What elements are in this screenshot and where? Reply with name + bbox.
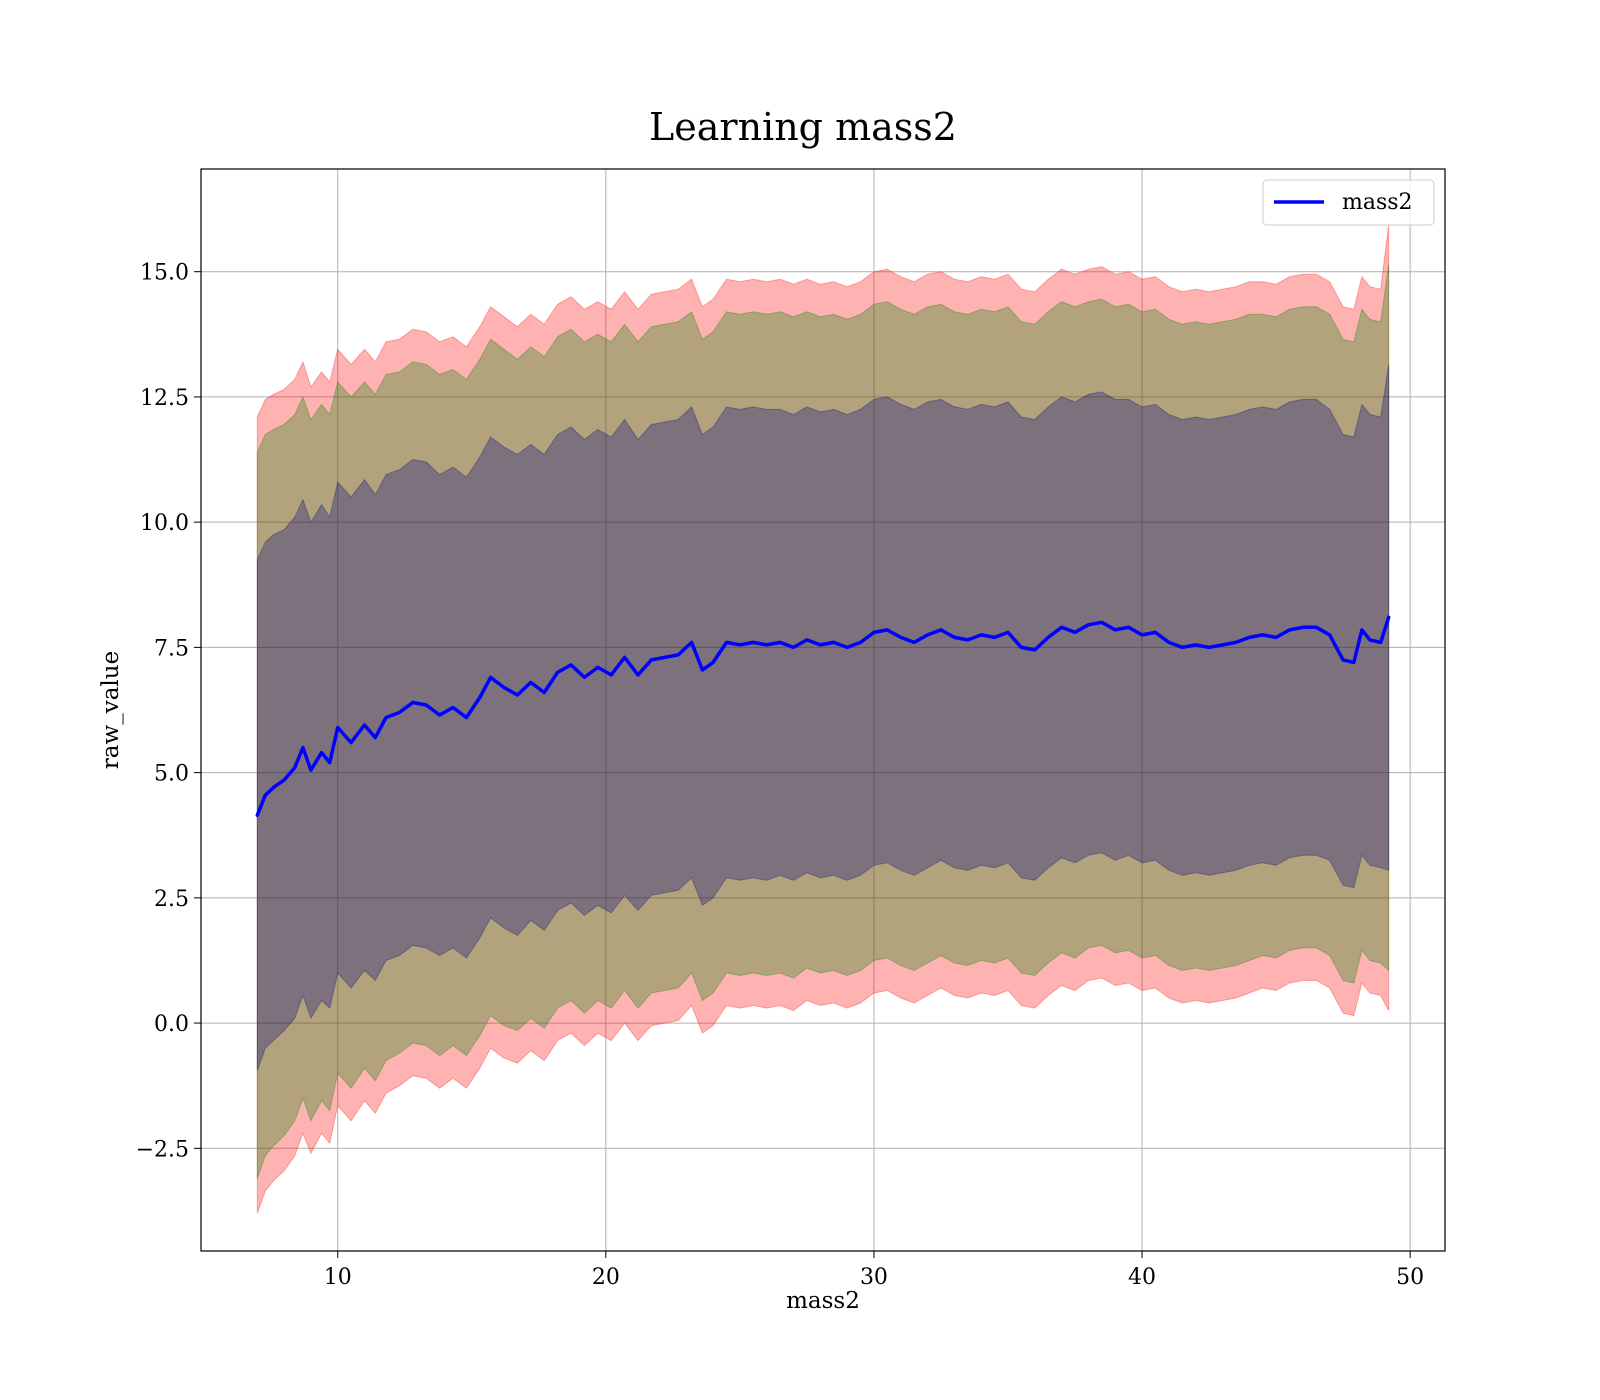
chart-title: Learning mass2: [649, 105, 957, 149]
legend: mass2: [1262, 179, 1435, 226]
y-tick-label-0: −2.5: [136, 1137, 189, 1162]
plot-frame: [200, 168, 1446, 1252]
band-1sigma: [256, 364, 1390, 1071]
confidence-bands: [256, 224, 1390, 1214]
x-axis-ticks: 10 20 30 40 50: [324, 1251, 1424, 1290]
x-axis-label: mass2: [786, 1288, 860, 1314]
legend-label-mass2: mass2: [1342, 190, 1413, 215]
y-axis-ticks: −2.5 0.0 2.5 5.0 7.5 10.0 12.5 15.0: [136, 261, 201, 1162]
y-tick-label-5: 10.0: [140, 511, 189, 536]
y-axis-label: raw_value: [98, 651, 124, 769]
y-tick-label-1: 0.0: [154, 1012, 189, 1037]
y-tick-label-4: 7.5: [154, 636, 189, 661]
series-lines: [255, 615, 1391, 817]
x-tick-label-3: 40: [1128, 1265, 1156, 1290]
x-tick-label-1: 20: [592, 1265, 620, 1290]
x-tick-label-2: 30: [860, 1265, 888, 1290]
y-tick-label-3: 5.0: [154, 762, 189, 787]
y-tick-label-6: 12.5: [140, 386, 189, 411]
y-tick-label-7: 15.0: [140, 261, 189, 286]
x-tick-label-4: 50: [1396, 1265, 1424, 1290]
y-tick-label-2: 2.5: [154, 887, 189, 912]
x-tick-label-0: 10: [324, 1265, 352, 1290]
series-line-mass2: [255, 615, 1391, 817]
grid: [201, 169, 1445, 1251]
band-2sigma: [256, 264, 1390, 1179]
legend-box: [1262, 179, 1435, 226]
band-3sigma: [256, 224, 1390, 1214]
